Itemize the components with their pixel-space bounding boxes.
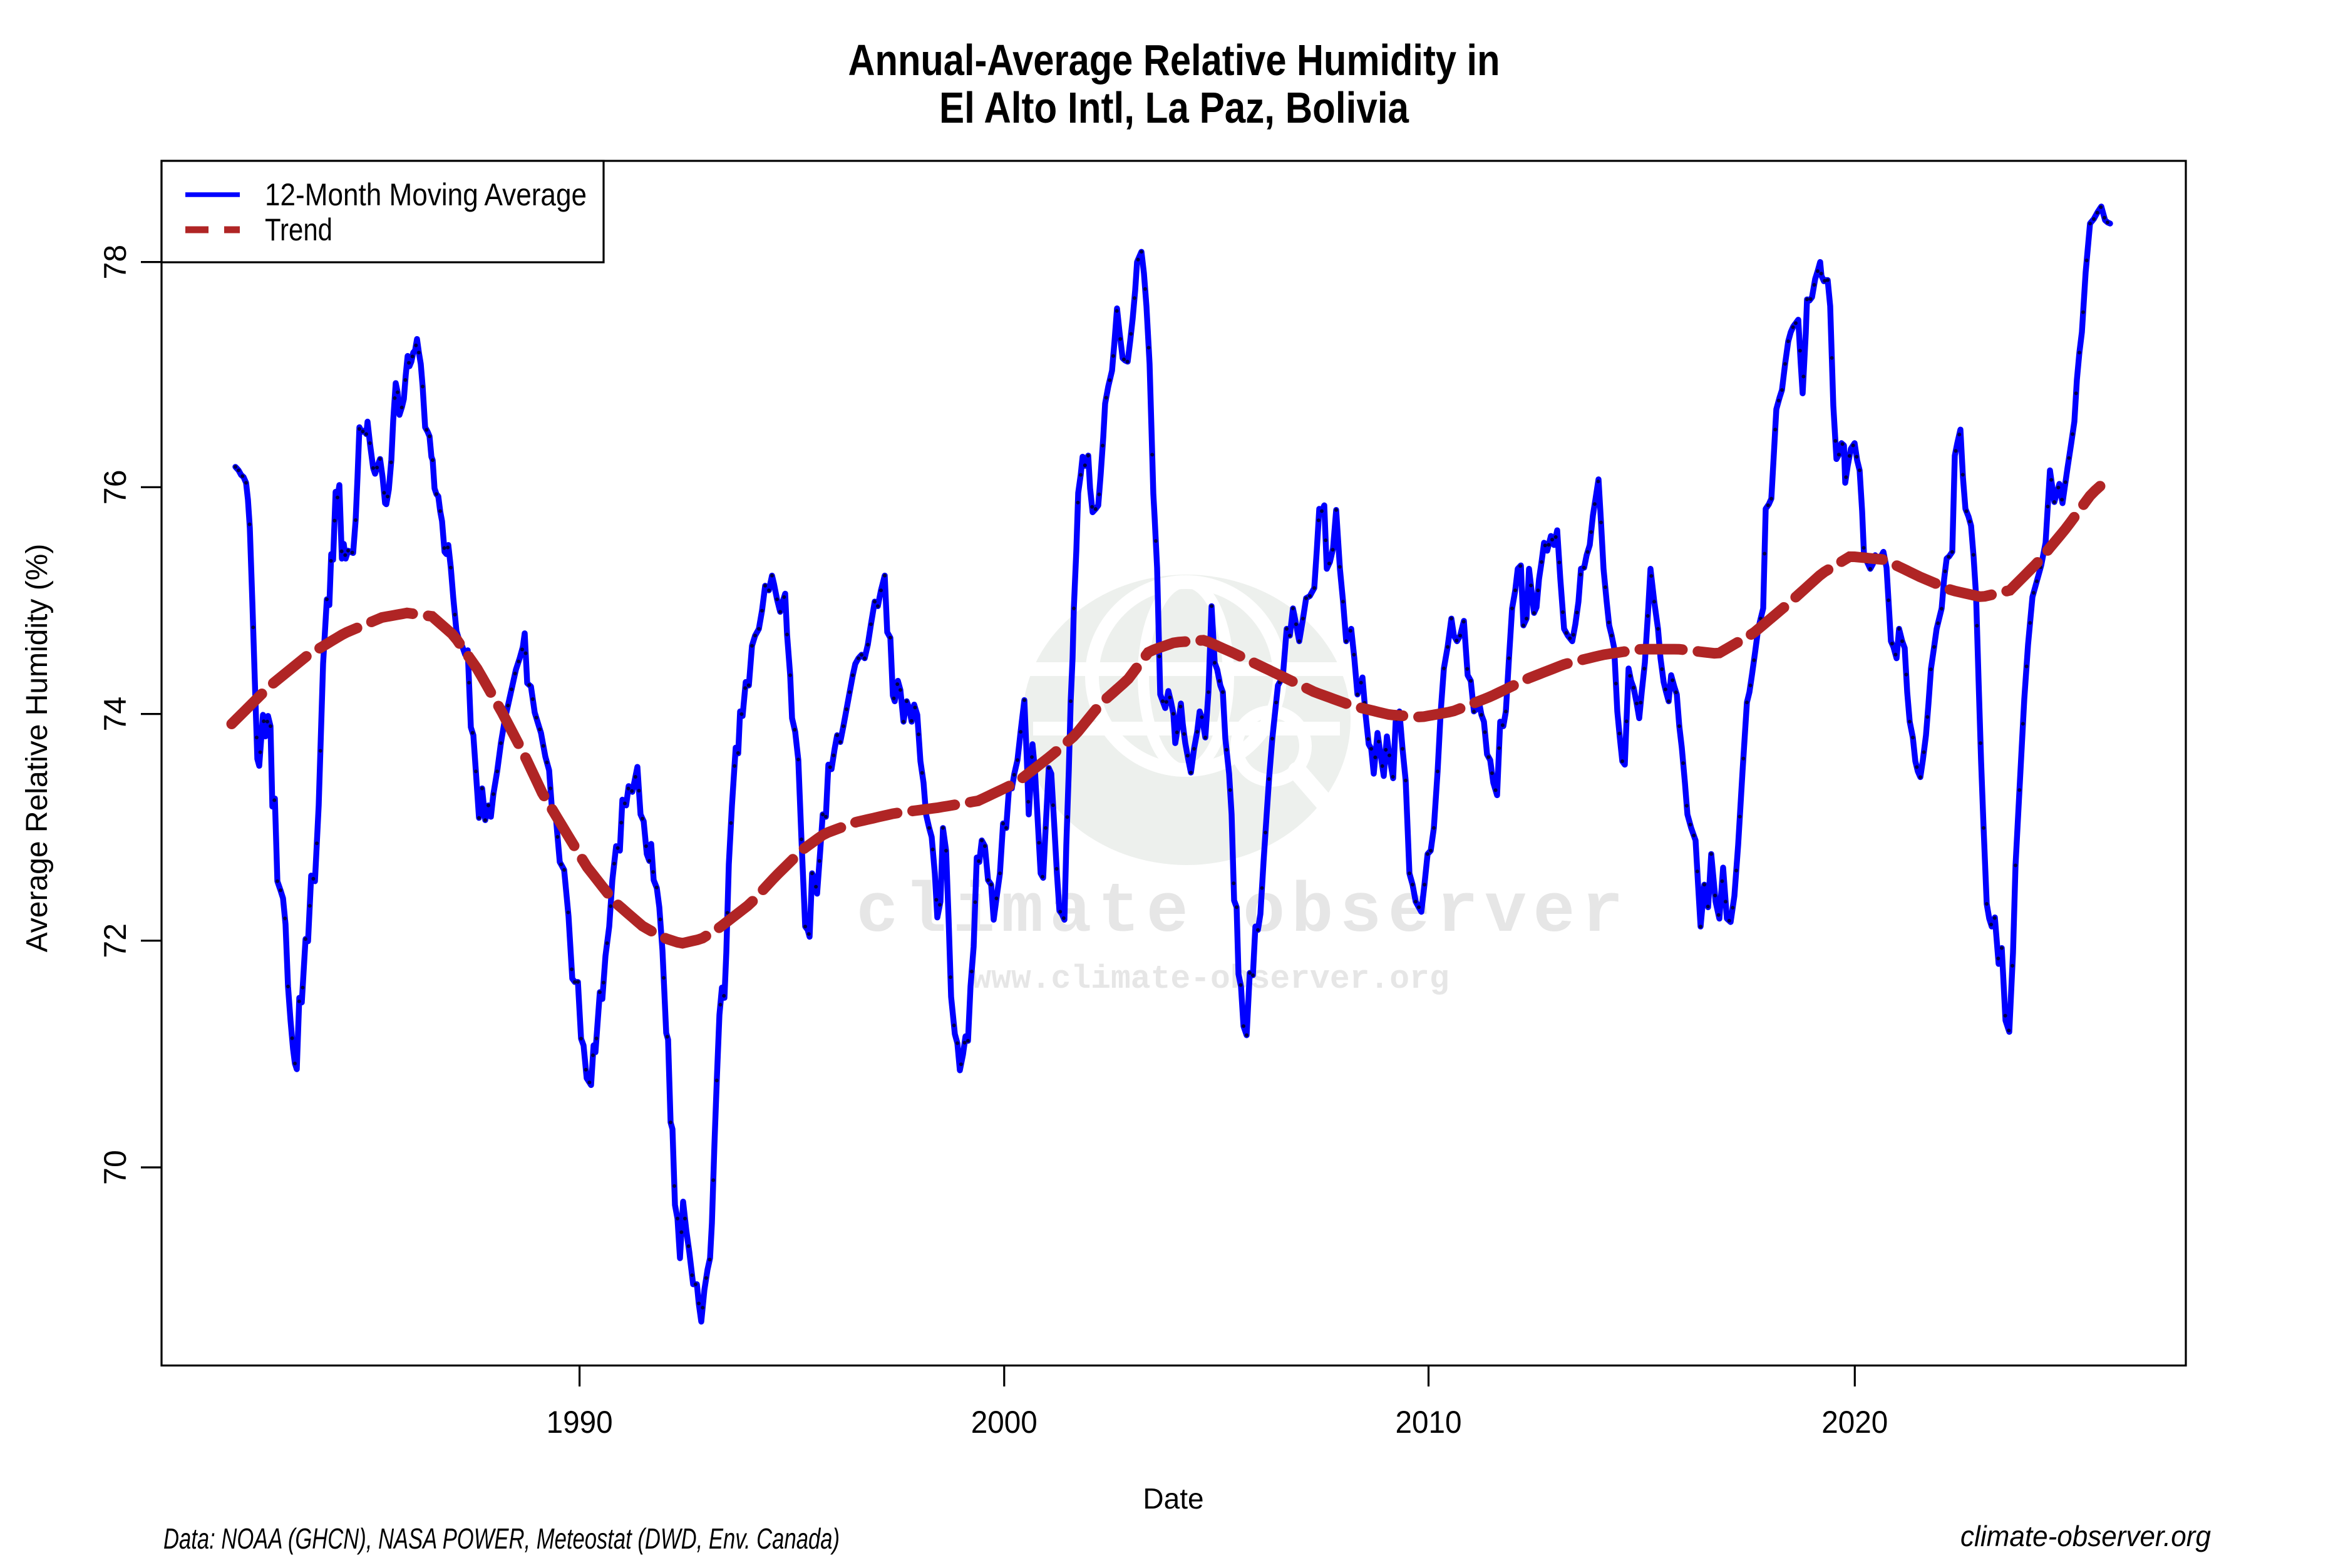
svg-text:2020: 2020 [1821, 1405, 1888, 1440]
svg-text:2010: 2010 [1396, 1405, 1462, 1440]
svg-text:2000: 2000 [971, 1405, 1038, 1440]
svg-text:Annual-Average Relative Humidi: Annual-Average Relative Humidity in [848, 36, 1500, 85]
svg-text:Date: Date [1143, 1482, 1203, 1515]
svg-text:12-Month Moving Average: 12-Month Moving Average [265, 177, 587, 212]
svg-text:70: 70 [98, 1150, 133, 1185]
svg-text:72: 72 [98, 923, 133, 958]
svg-text:1990: 1990 [547, 1405, 613, 1440]
svg-text:Average Relative Humidity (%): Average Relative Humidity (%) [21, 544, 54, 953]
svg-text:76: 76 [98, 469, 133, 505]
svg-text:78: 78 [98, 245, 133, 280]
svg-text:climate-observer.org: climate-observer.org [1960, 1520, 2211, 1552]
svg-text:El Alto Intl, La Paz, Bolivia: El Alto Intl, La Paz, Bolivia [939, 83, 1409, 132]
svg-text:Data: NOAA (GHCN), NASA POWER,: Data: NOAA (GHCN), NASA POWER, Meteostat… [163, 1522, 840, 1555]
svg-text:Trend: Trend [265, 212, 332, 247]
svg-text:www.climate-observer.org: www.climate-observer.org [971, 960, 1449, 998]
svg-text:74: 74 [98, 697, 133, 732]
